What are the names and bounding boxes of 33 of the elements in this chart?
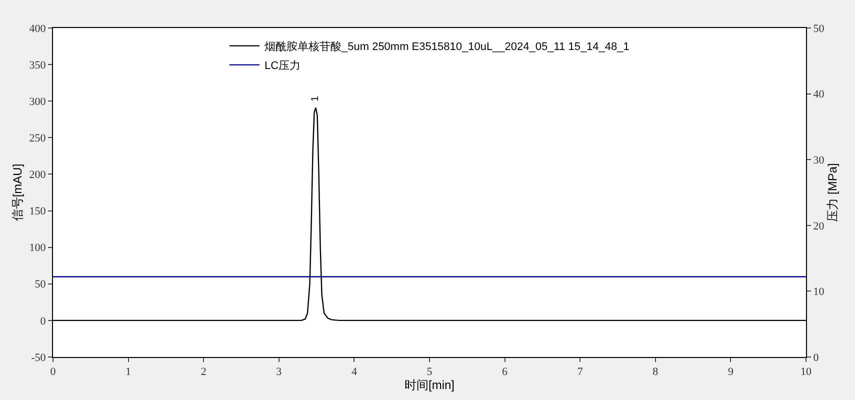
legend-label: 烟酰胺单核苷酸_5um 250mm E3515810_10uL__2024_05_11 15_14_48_1 (264, 40, 630, 54)
y-tick-label: 50 (34, 278, 46, 291)
y2-tick-label: 20 (813, 220, 825, 232)
annotation: 1 (310, 95, 322, 102)
y-tick-label: 0 (40, 315, 46, 328)
x-tick-label: 4 (351, 366, 358, 378)
y-tick-label: 350 (29, 59, 46, 72)
x-tick-label: 0 (50, 366, 56, 378)
y-tick-label: 250 (29, 132, 46, 145)
y-tick-label: 150 (29, 206, 46, 218)
x-tick-label: 5 (426, 366, 433, 378)
x-tick-label: 10 (800, 366, 812, 378)
y2-axis-title: 压力 [MPa] (826, 163, 840, 222)
x-tick-label: 9 (728, 366, 734, 378)
y-tick-label: 300 (29, 96, 46, 108)
x-tick-label: 3 (276, 366, 282, 378)
y-tick-label: -50 (31, 352, 46, 364)
y-tick-label: 400 (29, 22, 46, 35)
x-axis-title: 时间[min] (404, 378, 455, 392)
y-tick-label: 200 (29, 169, 46, 182)
y2-tick-label: 0 (813, 352, 820, 364)
x-tick-label: 2 (200, 366, 206, 378)
y2-tick-label: 30 (813, 154, 825, 166)
x-tick-label: 6 (502, 366, 508, 378)
x-tick-label: 1 (126, 366, 132, 378)
x-tick-label: 8 (652, 366, 659, 378)
legend-label: LC压力 (264, 59, 301, 72)
y2-tick-label: 40 (813, 88, 825, 101)
y-tick-label: 100 (29, 242, 46, 254)
x-tick-label: 7 (577, 366, 584, 378)
y-axis-title: 信号[mAU] (10, 164, 25, 222)
y2-tick-label: 10 (813, 286, 825, 298)
y2-tick-label: 50 (813, 22, 825, 35)
